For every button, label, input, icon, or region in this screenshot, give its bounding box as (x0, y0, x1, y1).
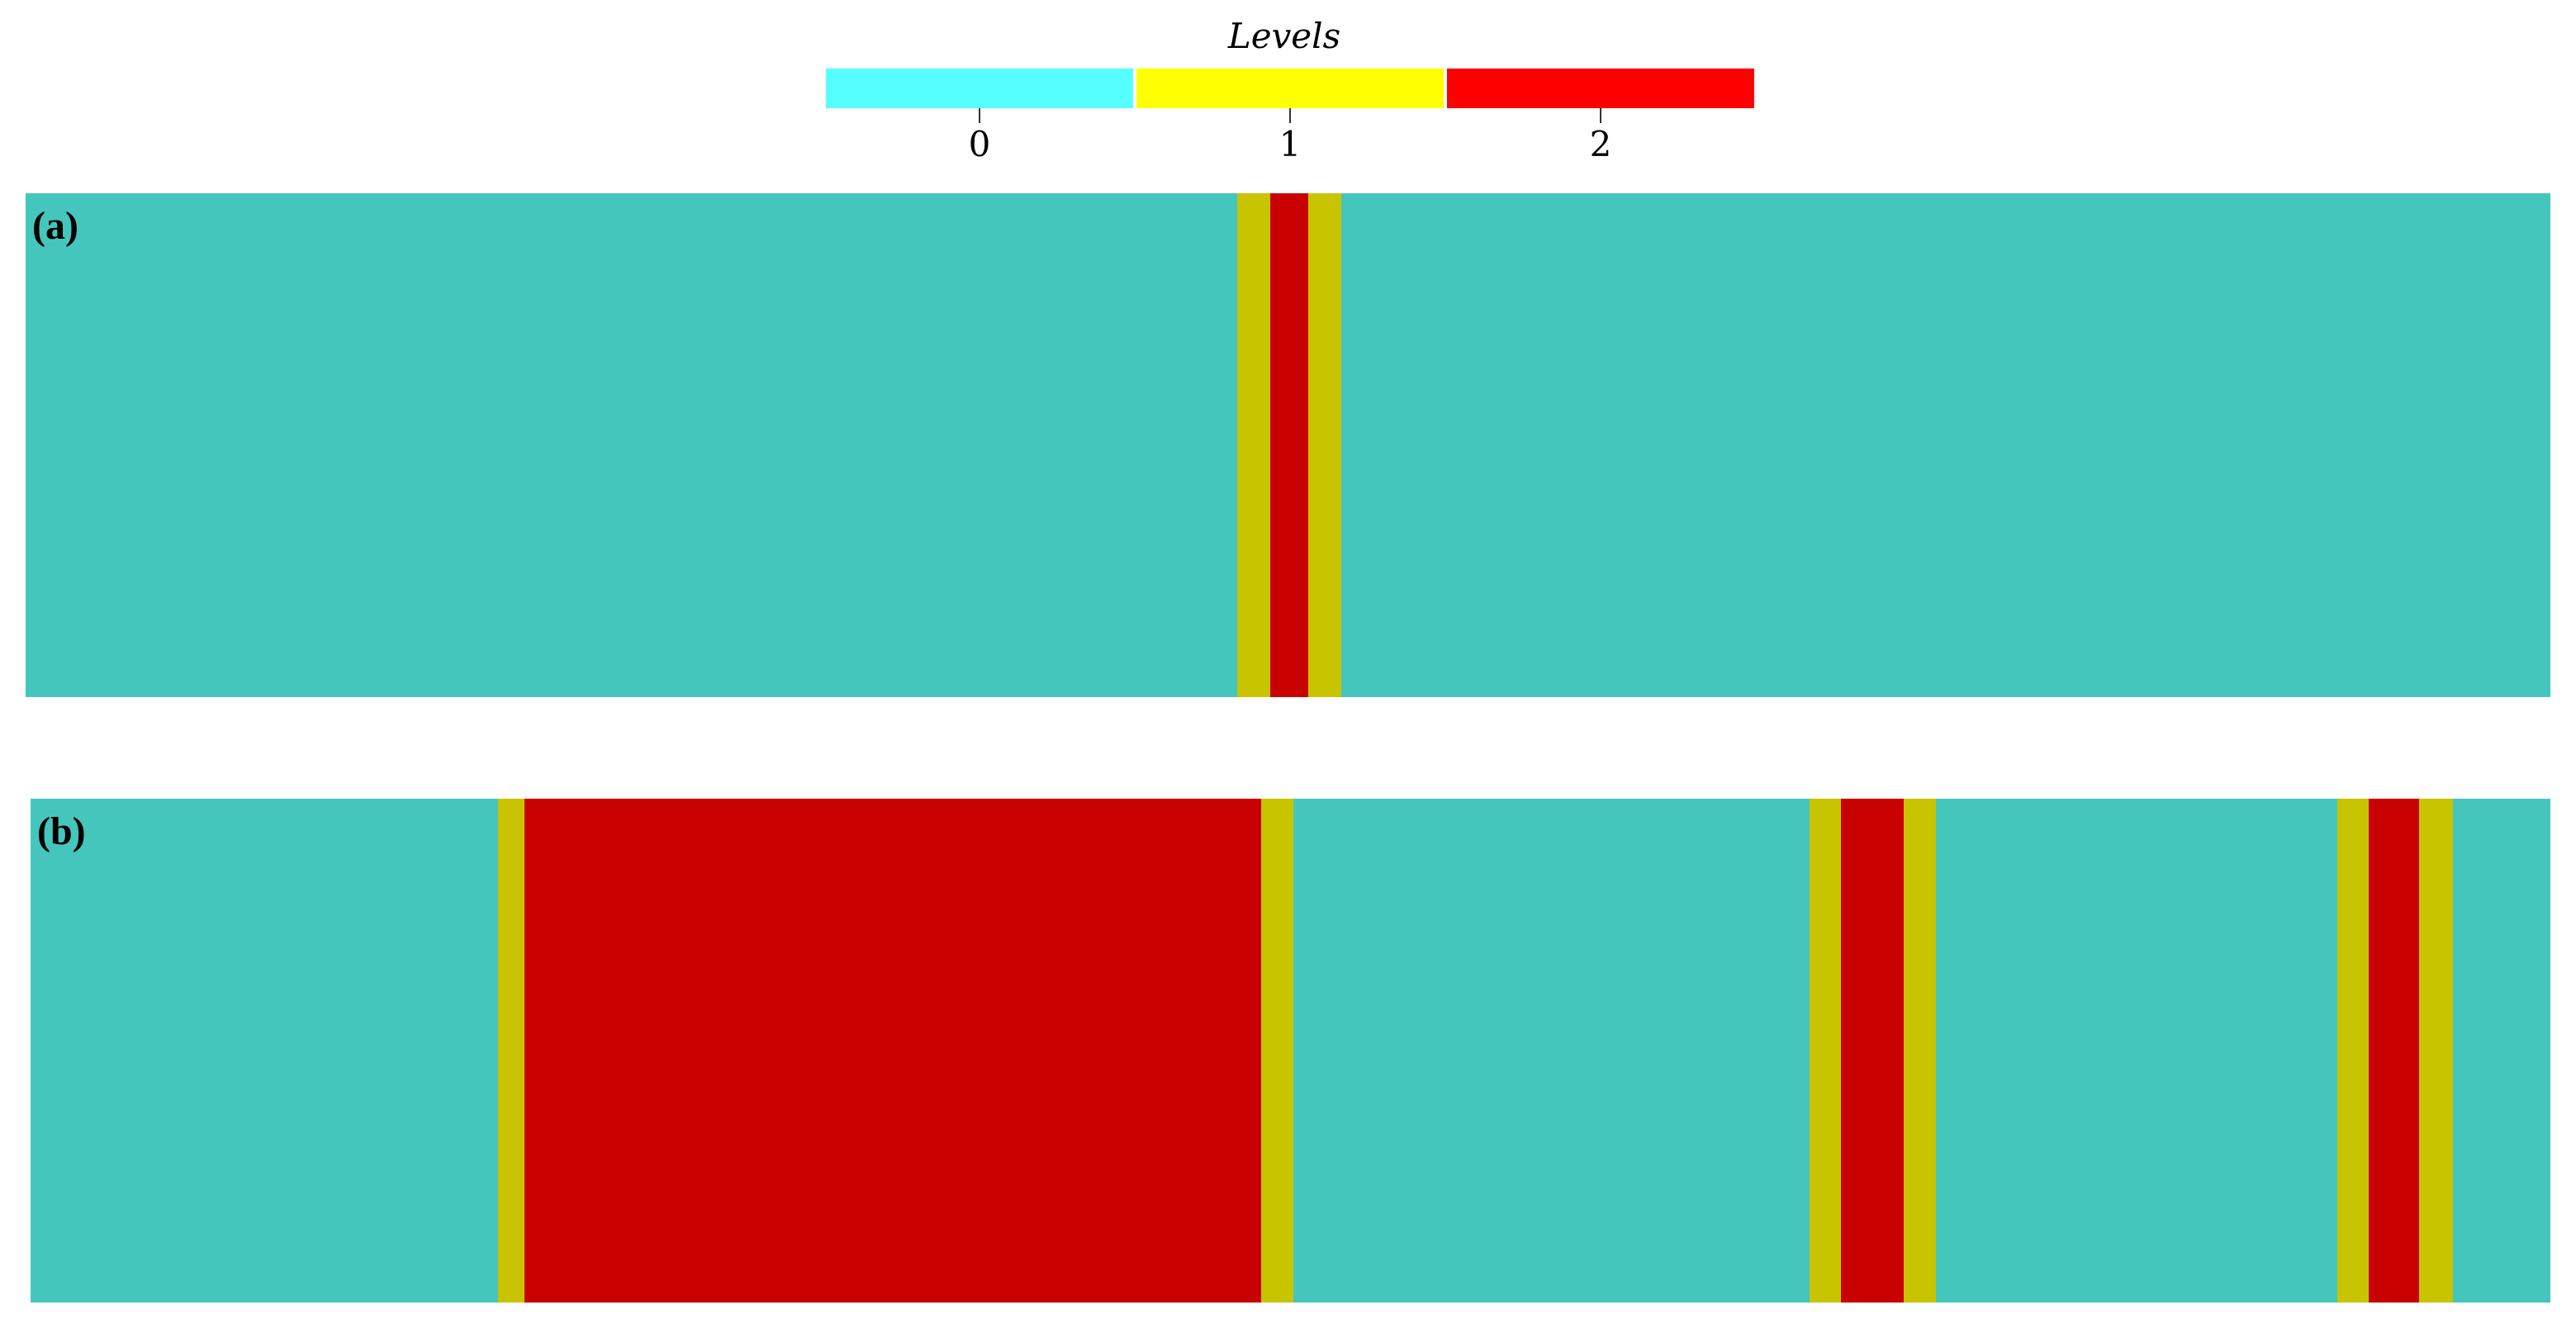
legend-tick-0 (979, 108, 980, 123)
legend-label-0: 0 (968, 124, 991, 164)
panel-a-label: (a) (32, 204, 78, 248)
legend-swatch-level-1 (1136, 69, 1444, 108)
panel-a-band-level-2 (1270, 193, 1309, 697)
panel-b-band-level-1 (1810, 799, 1842, 1303)
panel-b-band-level-1 (497, 799, 525, 1303)
legend-swatch-level-2 (1447, 69, 1754, 108)
legend-tick-2 (1600, 108, 1601, 123)
panel-a-band-level-1 (1307, 193, 1342, 697)
panel-b-label: (b) (37, 809, 86, 853)
panel-b-band-level-1 (2419, 799, 2453, 1303)
panel-a: (a) (26, 193, 2550, 697)
panel-b: (b) (31, 799, 2550, 1303)
legend-tick-1 (1289, 108, 1291, 123)
legend-label-2: 2 (1589, 124, 1612, 164)
panel-b-band-level-1 (1904, 799, 1937, 1303)
panel-b-band-level-1 (2337, 799, 2370, 1303)
panel-b-band-level-2 (524, 799, 1262, 1303)
panel-a-band-level-1 (1237, 193, 1271, 697)
legend-title: Levels (1227, 16, 1341, 56)
panel-b-band-level-2 (1841, 799, 1905, 1303)
panel-b-band-level-2 (2369, 799, 2420, 1303)
panel-b-band-level-1 (1261, 799, 1294, 1303)
legend-label-1: 1 (1279, 124, 1302, 164)
legend-swatch-level-0 (826, 69, 1133, 108)
